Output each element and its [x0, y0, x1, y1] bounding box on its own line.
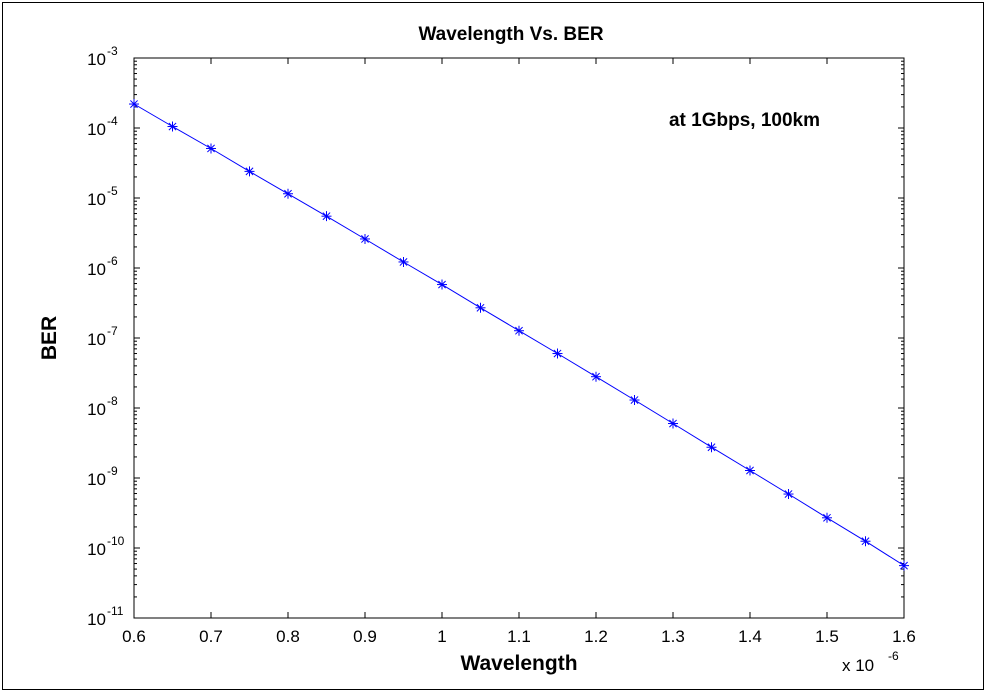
x-axis-ticks: 0.6 0.7 0.8 0.9 1 1.1 1.2 1.3 1.4 1.5 1.6 — [122, 58, 916, 646]
y-tick-label-exponent: -5 — [107, 184, 118, 198]
y-tick-label-base: 10 — [87, 190, 106, 209]
y-tick-label-base: 10 — [87, 330, 106, 349]
data-point-marker — [899, 560, 909, 571]
data-point-marker — [822, 512, 832, 523]
y-tick-label-exponent: -7 — [107, 324, 118, 338]
x-tick-label: 0.9 — [353, 627, 377, 646]
y-tick-label-exponent: -4 — [107, 114, 118, 128]
data-point-marker — [283, 188, 293, 199]
x-tick-label: 0.6 — [122, 627, 146, 646]
data-point-marker — [129, 99, 139, 110]
x-multiplier-exponent: -6 — [888, 649, 899, 663]
data-point-marker — [783, 489, 794, 500]
y-tick-label-exponent: -3 — [107, 44, 118, 58]
y-axis-label: BER — [38, 316, 61, 360]
y-tick-label-exponent: -6 — [107, 254, 118, 268]
x-tick-label: 1.1 — [507, 627, 531, 646]
y-tick-label-exponent: -10 — [107, 534, 125, 548]
x-tick-label: 1 — [437, 627, 446, 646]
x-multiplier-label: x 10 — [842, 656, 874, 675]
x-tick-label: 0.8 — [276, 627, 300, 646]
data-point-marker — [668, 418, 678, 429]
data-point-marker — [514, 325, 524, 336]
data-point-marker — [437, 279, 447, 290]
x-tick-label: 1.2 — [584, 627, 608, 646]
y-tick-label-base: 10 — [87, 540, 106, 559]
y-tick-label-exponent: -8 — [107, 394, 118, 408]
y-tick-label-base: 10 — [87, 470, 106, 489]
data-point-marker — [360, 233, 370, 244]
data-point-marker — [244, 166, 255, 177]
data-point-marker — [706, 442, 717, 453]
y-tick-label-base: 10 — [87, 610, 106, 629]
x-tick-label: 1.6 — [892, 627, 916, 646]
y-tick-label-base: 10 — [87, 50, 106, 69]
y-tick-label-base: 10 — [87, 260, 106, 279]
y-tick-label-exponent: -11 — [107, 604, 124, 618]
data-point-marker — [321, 211, 332, 222]
x-tick-label: 1.3 — [661, 627, 685, 646]
data-point-marker — [167, 121, 178, 132]
chart-annotation: at 1Gbps, 100km — [669, 110, 820, 131]
data-point-marker — [475, 302, 486, 313]
data-point-marker — [860, 536, 871, 547]
data-point-marker — [591, 371, 601, 382]
data-point-marker — [745, 465, 755, 476]
y-tick-label-exponent: -9 — [107, 464, 118, 478]
x-axis-label: Wavelength — [460, 652, 577, 675]
data-point-marker — [398, 256, 409, 267]
plot-area — [133, 57, 905, 619]
data-point-marker — [206, 143, 216, 154]
y-tick-label-base: 10 — [87, 400, 106, 419]
series-group — [129, 99, 909, 571]
y-tick-label-base: 10 — [87, 120, 106, 139]
data-point-marker — [629, 395, 640, 406]
data-point-marker — [552, 348, 563, 359]
x-tick-label: 1.5 — [815, 627, 839, 646]
x-tick-label: 0.7 — [199, 627, 223, 646]
x-tick-label: 1.4 — [738, 627, 762, 646]
chart-title: Wavelength Vs. BER — [418, 24, 603, 45]
